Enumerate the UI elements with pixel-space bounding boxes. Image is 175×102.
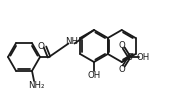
Text: O: O (118, 64, 125, 74)
Text: S: S (127, 53, 133, 62)
Text: NH: NH (65, 38, 78, 47)
Text: NH₂: NH₂ (28, 81, 44, 90)
Text: O: O (118, 40, 125, 49)
Text: OH: OH (87, 72, 101, 80)
Text: OH: OH (136, 53, 149, 62)
Text: O: O (37, 42, 44, 51)
